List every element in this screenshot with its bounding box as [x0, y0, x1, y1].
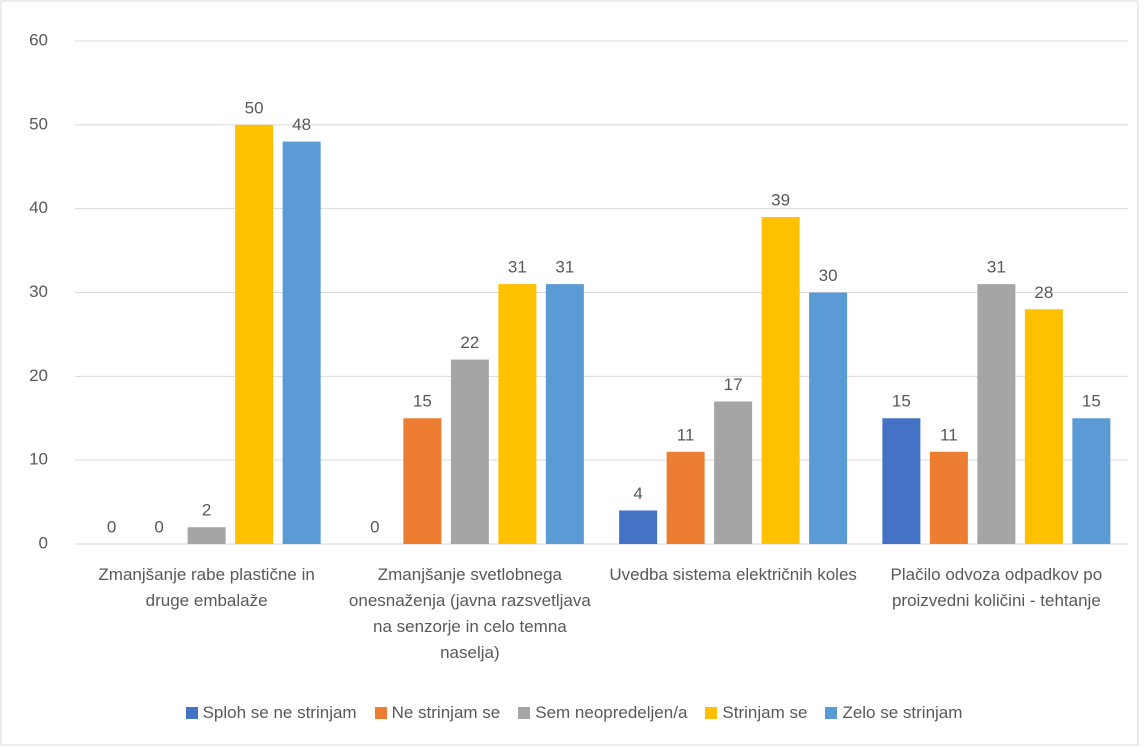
- bar: [1072, 418, 1111, 544]
- bar: [282, 141, 321, 544]
- legend-label: Zelo se strinjam: [842, 703, 963, 722]
- legend-item: Zelo se strinjam: [825, 703, 962, 723]
- legend-label: Sem neopredeljen/a: [535, 703, 688, 722]
- legend-item: Strinjam se: [705, 703, 807, 723]
- legend-item: Sploh se ne strinjam: [185, 703, 357, 723]
- legend-swatch: [518, 707, 531, 719]
- data-label: 0: [370, 517, 379, 536]
- bar: [809, 292, 848, 544]
- data-label: 15: [892, 392, 911, 411]
- x-tick-label: Plačilo odvoza odpadkov po proizvedni ko…: [890, 565, 1103, 610]
- bar: [761, 217, 800, 545]
- data-label: 31: [987, 258, 1006, 277]
- data-label: 4: [633, 484, 642, 503]
- data-label: 31: [508, 258, 527, 277]
- data-label: 2: [202, 501, 211, 520]
- y-tick-label: 10: [29, 450, 48, 469]
- data-label: 11: [940, 425, 958, 444]
- y-tick-label: 20: [29, 366, 48, 385]
- bar: [977, 284, 1016, 544]
- bar: [882, 418, 921, 544]
- data-label: 31: [555, 258, 574, 277]
- data-label: 15: [413, 392, 432, 411]
- bar: [619, 510, 658, 544]
- data-label: 50: [245, 98, 264, 117]
- data-label: 39: [771, 191, 790, 210]
- x-tick-label: Zmanjšanje rabe plastične in druge embal…: [98, 565, 315, 610]
- y-tick-label: 50: [29, 114, 48, 133]
- data-label: 0: [107, 517, 116, 536]
- bar: [235, 124, 274, 544]
- data-label: 28: [1034, 283, 1053, 302]
- data-label: 48: [292, 115, 311, 134]
- bar: [498, 284, 537, 544]
- data-label: 22: [460, 333, 479, 352]
- legend-swatch: [705, 707, 718, 719]
- data-label: 15: [1082, 392, 1101, 411]
- y-tick-label: 0: [39, 533, 48, 552]
- legend-swatch: [185, 707, 198, 719]
- bar: [187, 527, 226, 544]
- bar: [666, 451, 705, 544]
- data-label: 17: [724, 375, 743, 394]
- legend: Sploh se ne strinjam Ne strinjam se Sem ne…: [0, 703, 1148, 723]
- bar: [929, 451, 968, 544]
- legend-swatch: [374, 707, 387, 719]
- x-tick-label: Zmanjšanje svetlobnega onesnaženja (javn…: [348, 565, 591, 662]
- x-tick-label: Uvedba sistema električnih koles: [609, 565, 857, 584]
- legend-label: Strinjam se: [722, 703, 808, 722]
- y-tick-label: 40: [29, 198, 48, 217]
- legend-swatch: [825, 707, 838, 719]
- data-label: 11: [677, 425, 695, 444]
- bar: [1024, 309, 1063, 544]
- bar: [403, 418, 442, 544]
- data-label: 30: [819, 266, 838, 285]
- legend-item: Sem neopredeljen/a: [518, 703, 687, 723]
- legend-label: Sploh se ne strinjam: [202, 703, 357, 722]
- bar: [450, 359, 489, 544]
- data-label: 0: [154, 517, 163, 536]
- bar: [545, 284, 584, 544]
- legend-item: Ne strinjam se: [374, 703, 501, 723]
- y-tick-label: 30: [29, 282, 48, 301]
- legend-label: Ne strinjam se: [391, 703, 501, 722]
- bar: [714, 401, 753, 544]
- y-tick-label: 60: [29, 30, 48, 49]
